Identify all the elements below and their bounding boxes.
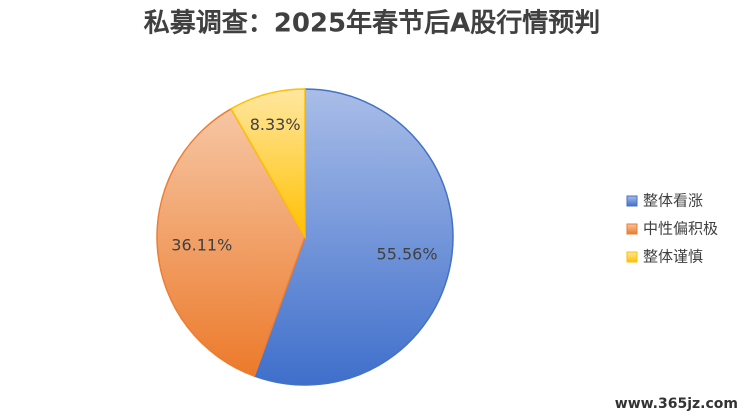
legend-label: 整体谨慎 — [643, 248, 703, 266]
pie-slice — [156, 107, 306, 378]
data-label: 8.33% — [250, 115, 301, 134]
legend-swatch — [626, 251, 638, 263]
chart-title: 私募调查：2025年春节后A股行情预判 — [144, 8, 601, 39]
legend-label: 整体看涨 — [643, 192, 703, 210]
legend-swatch — [626, 223, 638, 235]
data-label: 36.11% — [171, 236, 232, 255]
legend-swatch — [626, 195, 638, 207]
pie-slice — [230, 88, 306, 240]
watermark: www.365jz.com — [615, 396, 738, 412]
data-label: 55.56% — [377, 245, 438, 264]
pie-slice — [253, 88, 454, 386]
legend-label: 中性偏积极 — [643, 220, 718, 238]
